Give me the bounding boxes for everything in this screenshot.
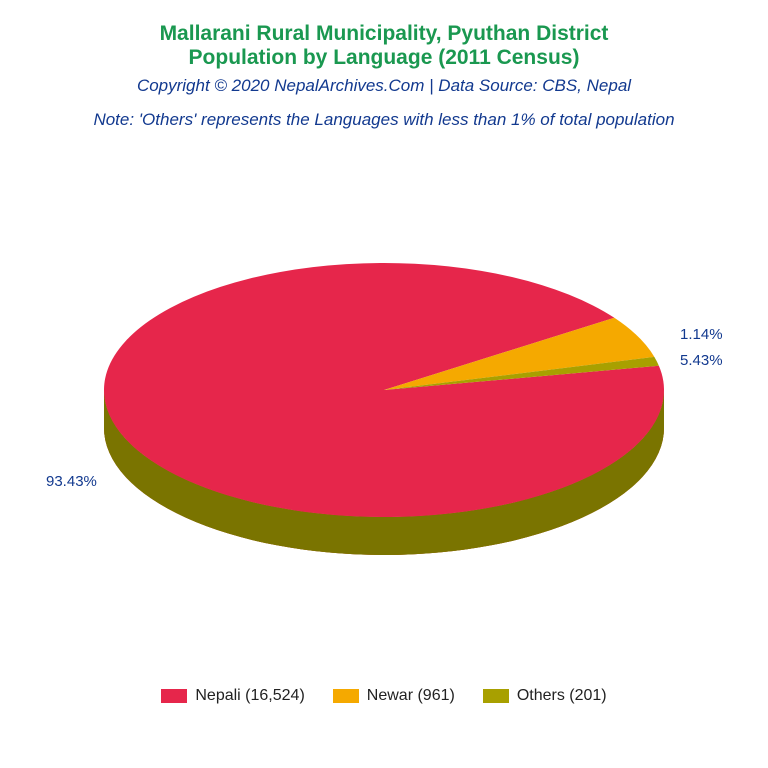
legend-swatch	[333, 689, 359, 703]
legend-swatch	[161, 689, 187, 703]
legend: Nepali (16,524) Newar (961) Others (201)	[0, 687, 768, 708]
legend-label: Nepali (16,524)	[195, 687, 304, 705]
legend-item: Others (201)	[483, 687, 607, 705]
chart-note: Note: 'Others' represents the Languages …	[0, 110, 768, 130]
chart-title-line2: Population by Language (2011 Census)	[0, 46, 768, 70]
chart-title-line1: Mallarani Rural Municipality, Pyuthan Di…	[0, 22, 768, 46]
pct-label-nepali: 93.43%	[46, 473, 97, 490]
legend-swatch	[483, 689, 509, 703]
pct-label-newar: 5.43%	[680, 352, 723, 369]
legend-item: Nepali (16,524)	[161, 687, 304, 705]
chart-subtitle: Copyright © 2020 NepalArchives.Com | Dat…	[0, 76, 768, 96]
pie-slice-nepali	[104, 263, 664, 517]
legend-label: Newar (961)	[367, 687, 455, 705]
title-block: Mallarani Rural Municipality, Pyuthan Di…	[0, 0, 768, 130]
pie-chart-svg	[0, 180, 768, 600]
pie-chart: 93.43% 5.43% 1.14%	[0, 180, 768, 600]
pct-label-others: 1.14%	[680, 326, 723, 343]
legend-item: Newar (961)	[333, 687, 455, 705]
legend-label: Others (201)	[517, 687, 607, 705]
